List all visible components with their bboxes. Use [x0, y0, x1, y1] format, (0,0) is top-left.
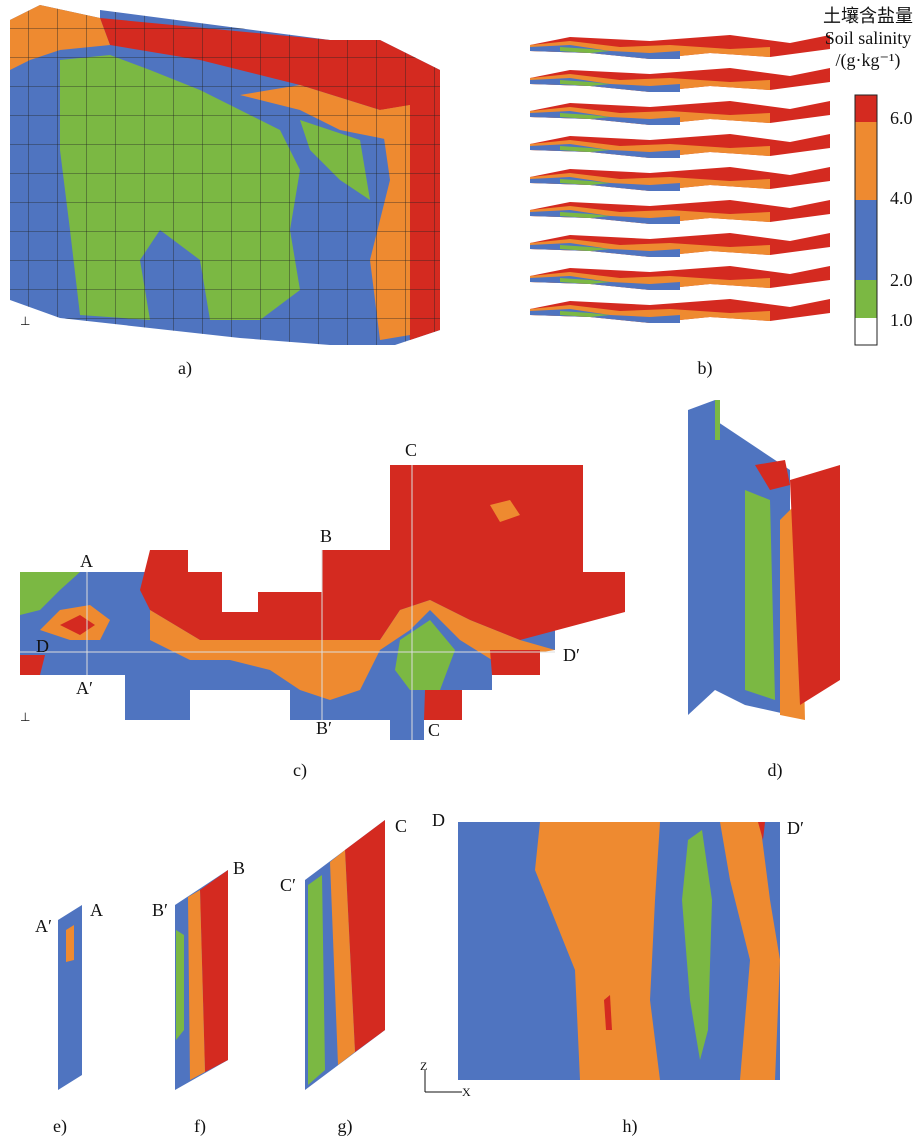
panel-label: f) — [194, 1116, 206, 1137]
panel-a: ⊥ — [10, 5, 440, 345]
section-label: D′ — [787, 818, 804, 838]
section-label: B — [320, 526, 332, 546]
section-label: A — [90, 900, 103, 920]
legend-title: /(g·kg⁻¹) — [836, 50, 901, 71]
legend-tick: 6.0 — [890, 108, 913, 128]
section-label: D — [36, 636, 49, 656]
section-label: B — [233, 858, 245, 878]
section-label: B′ — [316, 718, 332, 738]
axis-glyph: ⊥ — [20, 710, 30, 724]
legend-title: Soil salinity — [825, 28, 912, 48]
legend-tick: 1.0 — [890, 310, 913, 330]
panel-label: e) — [53, 1116, 67, 1137]
legend-tick: 2.0 — [890, 270, 913, 290]
legend: 土壤含盐量 Soil salinity /(g·kg⁻¹) 6.0 4.0 2.… — [823, 6, 913, 346]
section-label: C — [405, 440, 417, 460]
panel-labels: a) b) c) d) e) f) g) h) — [53, 358, 782, 1137]
panel-label: b) — [698, 358, 713, 379]
legend-title: 土壤含盐量 — [823, 6, 913, 26]
panel-label: g) — [338, 1116, 353, 1137]
section-label: C′ — [280, 875, 296, 895]
axis-label: X — [462, 1085, 471, 1099]
panel-g — [305, 820, 385, 1090]
panel-e — [58, 905, 82, 1090]
panel-b — [530, 35, 830, 323]
panel-f — [175, 870, 228, 1090]
section-label: D — [432, 810, 445, 830]
section-label: C — [395, 816, 407, 836]
section-label: A — [80, 551, 93, 571]
panel-c: ⊥ — [20, 465, 625, 740]
axis-glyph: ⊥ — [20, 314, 30, 328]
section-labels: A A′ B B′ C C D D′ A′ A B′ B C′ C D D′ — [35, 440, 804, 936]
panel-h: Z X — [420, 822, 780, 1099]
legend-tick: 4.0 — [890, 188, 913, 208]
section-label: C — [428, 720, 440, 740]
section-label: B′ — [152, 900, 168, 920]
panel-label: c) — [293, 760, 307, 781]
section-label: A′ — [76, 678, 93, 698]
panel-label: a) — [178, 358, 192, 379]
section-label: D′ — [563, 645, 580, 665]
panel-label: d) — [768, 760, 783, 781]
section-label: A′ — [35, 916, 52, 936]
panel-label: h) — [623, 1116, 638, 1137]
axis-label: Z — [420, 1059, 427, 1073]
panel-d — [688, 400, 840, 720]
